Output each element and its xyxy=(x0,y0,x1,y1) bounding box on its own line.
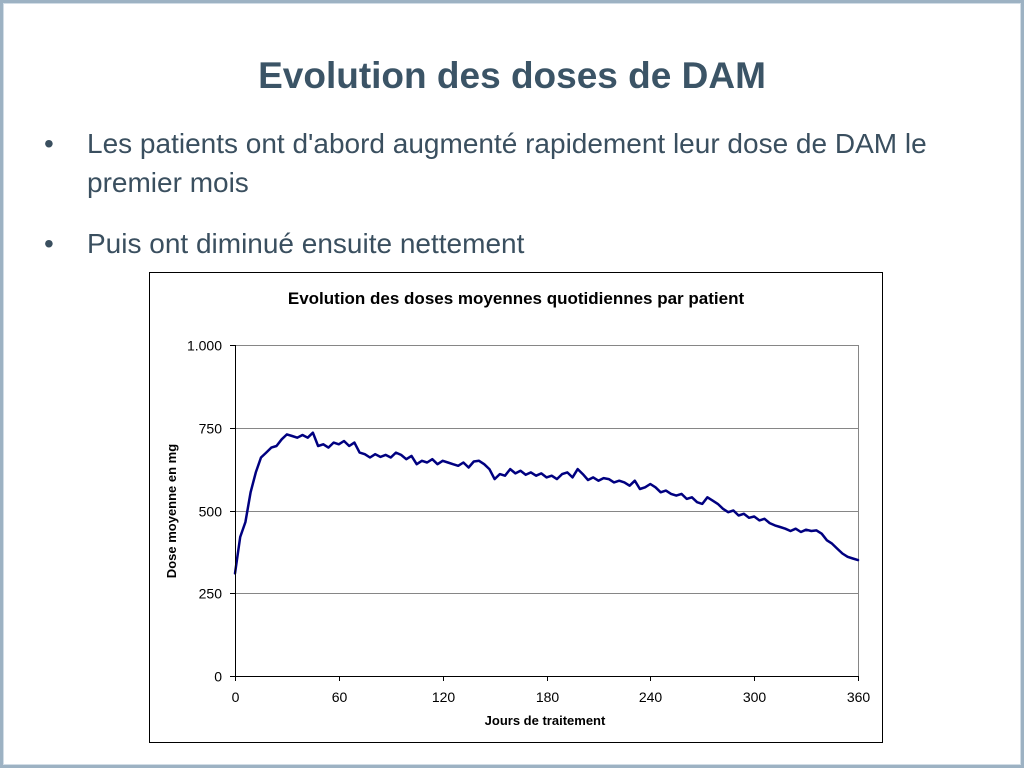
x-tick-label: 240 xyxy=(639,689,663,705)
x-axis-label: Jours de traitement xyxy=(485,713,606,728)
bullet-list: • Les patients ont d'abord augmenté rapi… xyxy=(0,124,967,263)
chart-frame xyxy=(149,272,883,743)
series-line xyxy=(233,431,860,575)
y-tick-label: 750 xyxy=(199,421,223,437)
x-tick-label: 60 xyxy=(332,689,348,705)
x-tick-label: 300 xyxy=(743,689,767,705)
y-tick-label: 250 xyxy=(199,586,223,602)
y-tick-label: 1.000 xyxy=(187,338,222,354)
bullet-marker: • xyxy=(44,128,54,159)
y-axis-label: Dose moyenne en mg xyxy=(164,444,179,578)
y-tick-label: 0 xyxy=(214,669,222,685)
line-chart: 0 250 500 750 1.000 0 60 120 180 240 300 360 Evolut… xyxy=(149,272,883,743)
x-tick-label: 360 xyxy=(847,689,871,705)
x-tick-label: 120 xyxy=(432,689,456,705)
bullet-text: Les patients ont d'abord augmenté rapide… xyxy=(87,128,927,198)
bullet-item: • Les patients ont d'abord augmenté rapi… xyxy=(0,124,967,202)
bullet-text: Puis ont diminué ensuite nettement xyxy=(87,228,525,259)
x-tick-label: 180 xyxy=(536,689,560,705)
bullet-marker: • xyxy=(44,228,54,259)
x-tick-label: 0 xyxy=(232,689,240,705)
ticks: 0 250 500 750 1.000 0 60 120 180 240 300 360 xyxy=(187,338,870,706)
bullet-item: • Puis ont diminué ensuite nettement xyxy=(0,224,967,263)
series-layer xyxy=(233,431,860,575)
slide-title: Evolution des doses de DAM xyxy=(258,55,766,96)
chart-title: Evolution des doses moyennes quotidienne… xyxy=(288,289,745,308)
y-tick-label: 500 xyxy=(199,504,223,520)
